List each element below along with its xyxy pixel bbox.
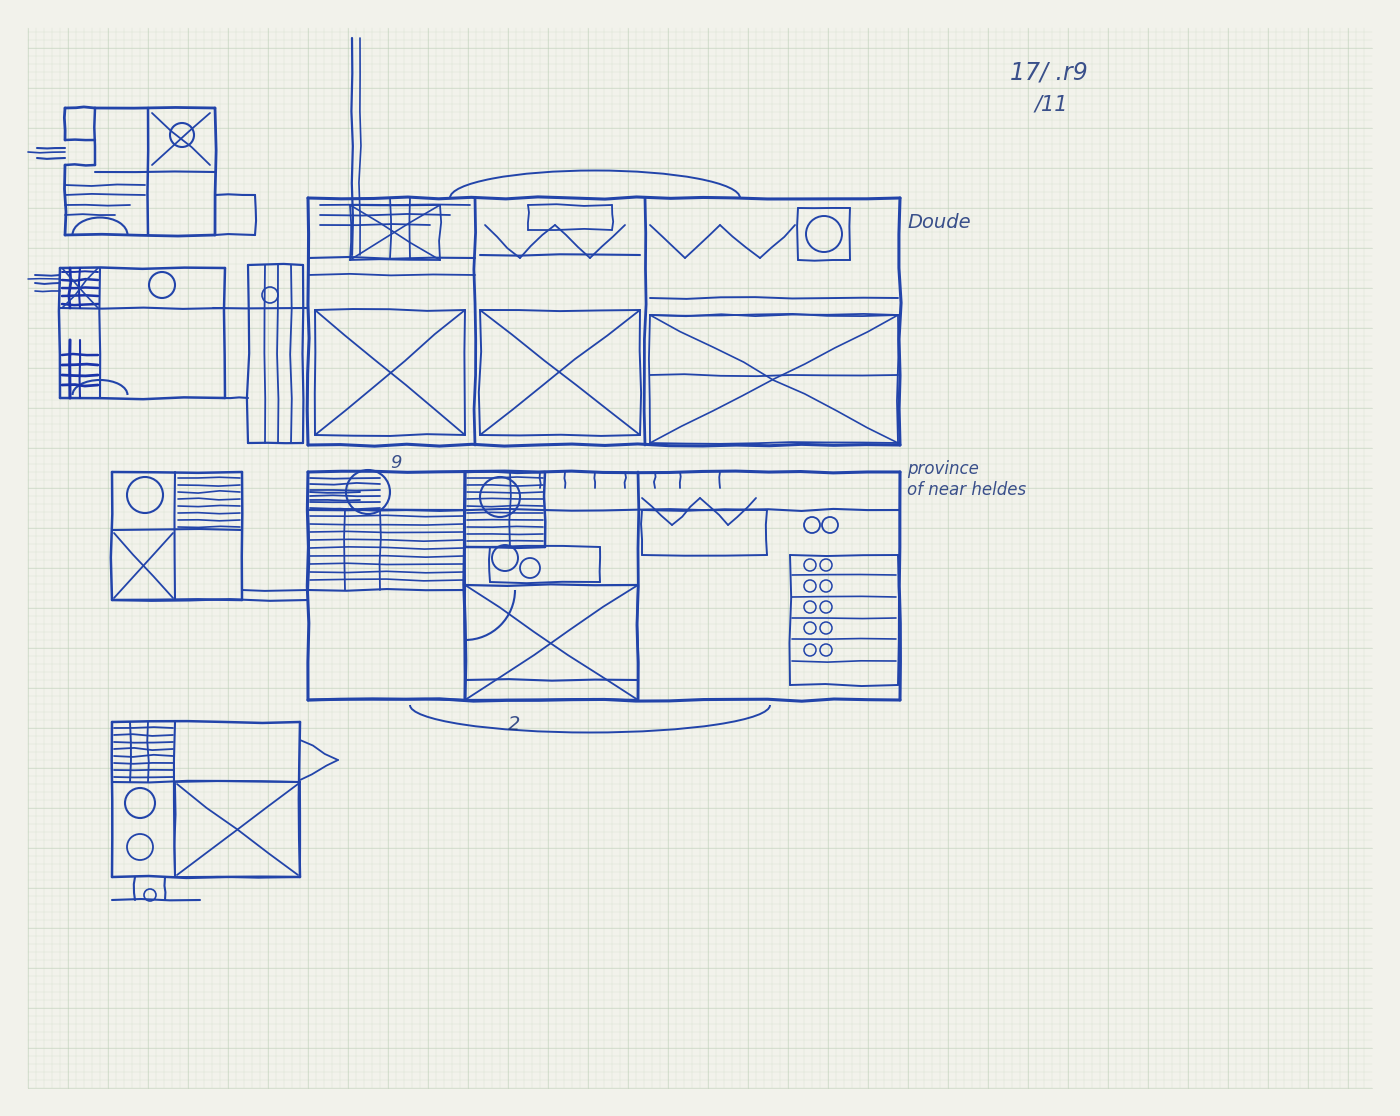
Text: Doude: Doude <box>907 213 970 232</box>
Text: 2: 2 <box>508 715 521 734</box>
Text: 17/ .r9: 17/ .r9 <box>1009 61 1088 85</box>
Text: /11: /11 <box>1035 94 1068 114</box>
Text: 9: 9 <box>391 454 402 472</box>
Text: province
of near heldes: province of near heldes <box>907 460 1026 499</box>
